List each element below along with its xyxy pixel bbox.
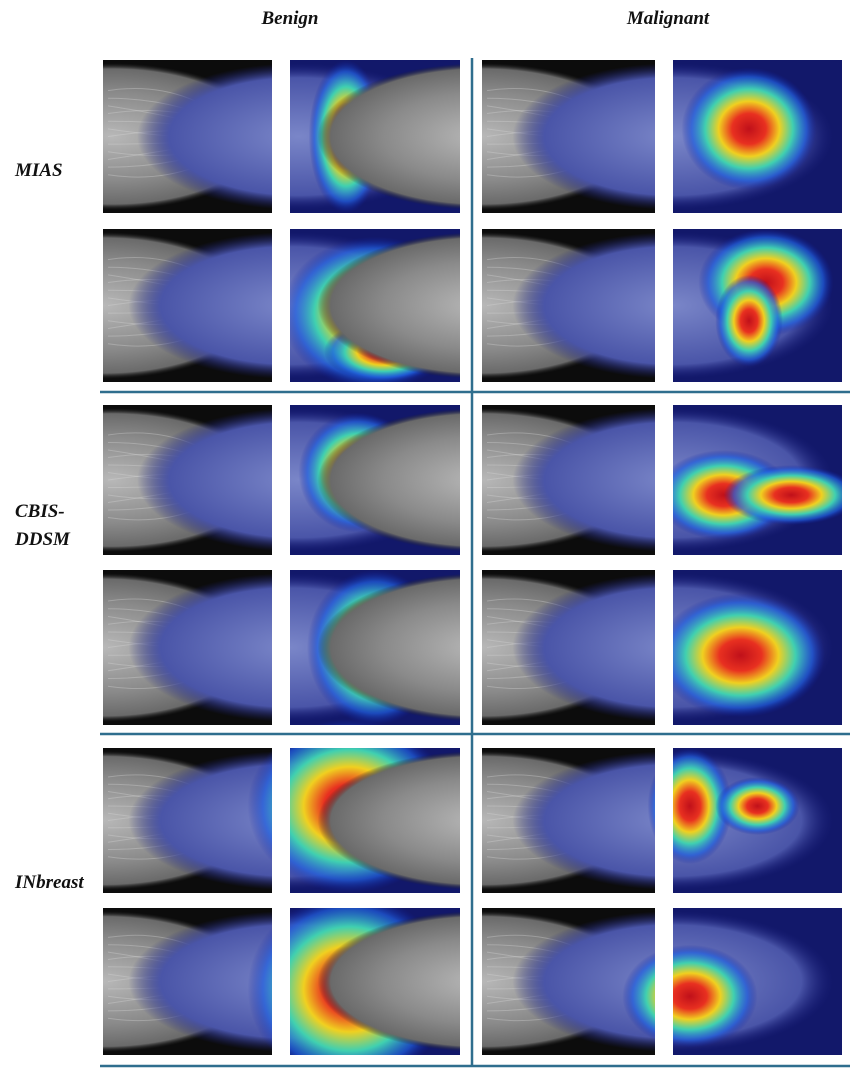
column-header: Malignant bbox=[626, 8, 710, 29]
row-label: INbreast bbox=[14, 872, 84, 893]
activation bbox=[681, 67, 817, 191]
row-label: DDSM bbox=[14, 529, 71, 550]
heatmap-image bbox=[512, 228, 842, 382]
row-label: CBIS- bbox=[15, 501, 65, 522]
activation bbox=[715, 777, 800, 835]
row-label: MIAS bbox=[14, 160, 63, 181]
image-grid bbox=[103, 60, 842, 1055]
activation bbox=[656, 593, 826, 718]
activation bbox=[715, 274, 783, 367]
heatmap-image bbox=[512, 60, 842, 213]
heatmap-image bbox=[512, 908, 842, 1055]
heatmap-image bbox=[512, 405, 842, 555]
activation bbox=[723, 465, 842, 525]
activation bbox=[622, 944, 758, 1048]
row-labels: MIAS CBIS- DDSM INbreast bbox=[14, 160, 84, 893]
column-header: Benign bbox=[260, 8, 318, 29]
heatmap-image bbox=[512, 570, 842, 725]
